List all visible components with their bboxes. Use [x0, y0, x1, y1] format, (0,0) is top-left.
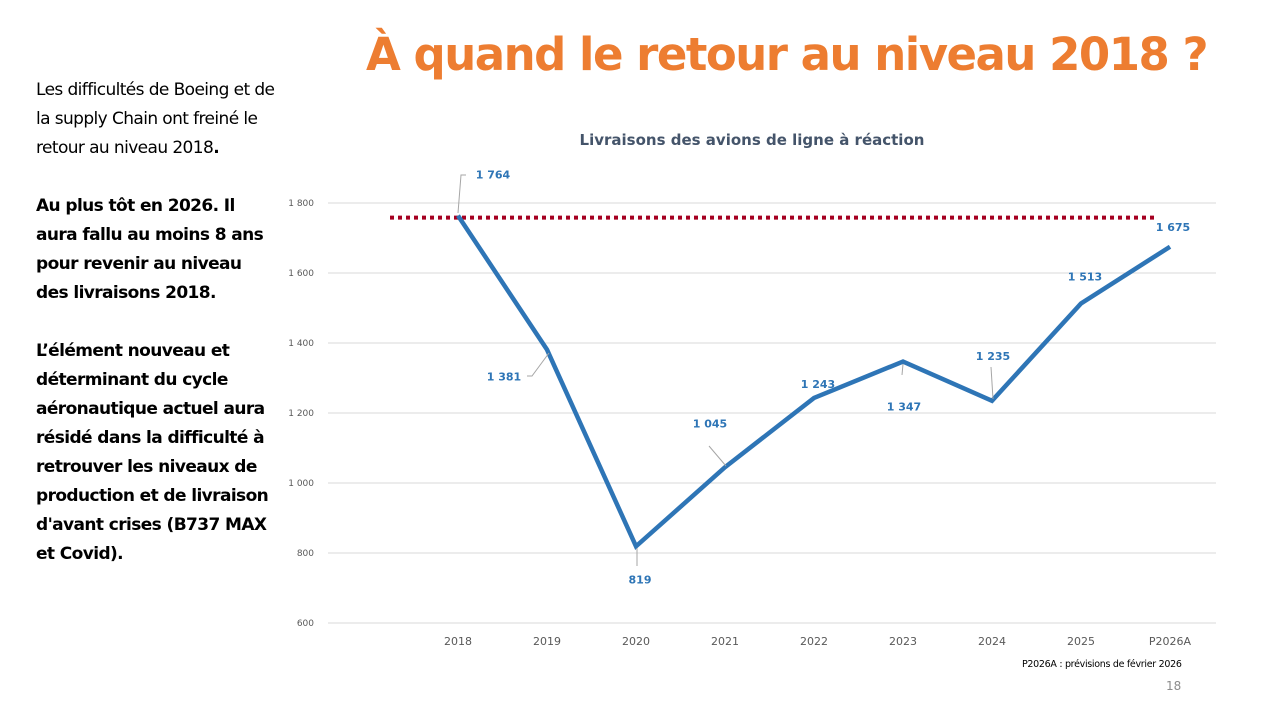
y-tick-label: 1 400 [288, 339, 314, 349]
page-number: 18 [1166, 679, 1182, 693]
x-tick-label: 2024 [978, 635, 1006, 648]
x-tick-label: 2025 [1067, 635, 1095, 648]
slide-title: À quand le retour au niveau 2018 ? [366, 28, 1209, 81]
commentary-paragraph-1-text: Les difficultés de Boeing et de la suppl… [36, 80, 275, 158]
x-tick-label: 2019 [533, 635, 561, 648]
data-label: 819 [629, 573, 652, 586]
x-tick-label: 2018 [444, 635, 472, 648]
chart-footnote: P2026A : prévisions de février 2026 [1022, 659, 1182, 670]
x-tick-label: 2023 [889, 635, 917, 648]
y-axis-tick-labels: 600 800 1 000 1 200 1 400 1 600 1 800 [288, 199, 314, 629]
data-label: 1 235 [976, 350, 1010, 363]
side-commentary: Les difficultés de Boeing et de la suppl… [36, 76, 276, 598]
y-tick-label: 600 [297, 619, 314, 629]
x-tick-label: 2021 [711, 635, 739, 648]
data-label: 1 045 [693, 417, 727, 430]
commentary-paragraph-3: L’élément nouveau et déterminant du cycl… [36, 341, 269, 564]
data-label: 1 764 [476, 169, 511, 182]
y-tick-label: 1 800 [288, 199, 314, 209]
y-tick-label: 1 600 [288, 269, 314, 279]
chart-title: Livraisons des avions de ligne à réactio… [580, 131, 925, 149]
x-axis-tick-labels: 2018 2019 2020 2021 2022 2023 2024 2025 P2026A [444, 635, 1192, 648]
data-label: 1 381 [487, 371, 521, 384]
data-label: 1 347 [887, 401, 921, 414]
leader-line [708, 445, 727, 467]
data-label: 1 513 [1068, 270, 1102, 283]
leader-lines [457, 174, 994, 566]
commentary-paragraph-1: Les difficultés de Boeing et de la suppl… [36, 76, 276, 163]
leader-line [990, 366, 994, 400]
y-tick-label: 1 200 [288, 409, 314, 419]
series-group [456, 214, 1172, 551]
y-tick-label: 1 000 [288, 479, 314, 489]
leader-line [457, 174, 466, 214]
y-tick-label: 800 [297, 549, 314, 559]
data-label: 1 675 [1156, 221, 1190, 234]
data-label: 1 243 [801, 378, 835, 391]
x-tick-label: 2020 [622, 635, 650, 648]
x-tick-label: 2022 [800, 635, 828, 648]
data-labels: 1 764 1 381 819 1 045 1 243 1 347 1 235 1 513 1 … [476, 169, 1190, 587]
commentary-paragraph-2: Au plus tôt en 2026. Il aura fallu au mo… [36, 196, 264, 303]
commentary-paragraph-1-period: . [213, 138, 220, 158]
x-tick-label: P2026A [1149, 635, 1192, 648]
leader-line [527, 352, 550, 377]
leader-line [901, 363, 904, 376]
gridlines [328, 202, 1216, 624]
